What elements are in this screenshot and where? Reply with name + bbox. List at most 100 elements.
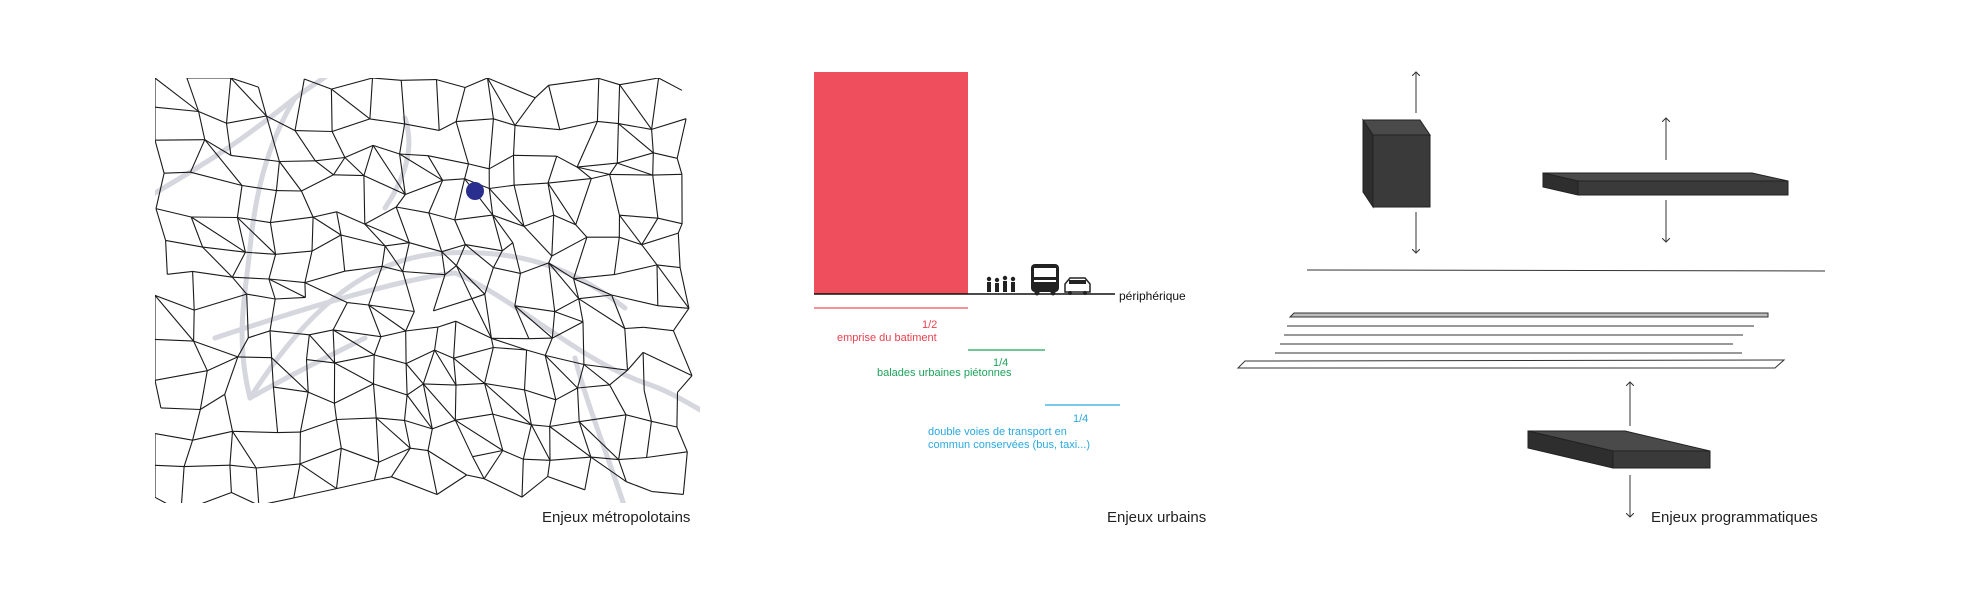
street-segment [530, 424, 551, 461]
street-segment [456, 265, 486, 295]
street-segment [488, 188, 525, 227]
street-segment [378, 447, 411, 463]
street-segment [591, 173, 610, 180]
street-segment [336, 479, 375, 490]
street-segment [278, 161, 302, 192]
street-segment [442, 178, 465, 181]
street-segment [642, 352, 645, 391]
street-segment [181, 466, 185, 503]
street-segment [232, 430, 278, 434]
street-segment [554, 311, 584, 323]
street-segment [524, 389, 556, 401]
street-segment [514, 97, 536, 126]
metropolitan-panel [155, 78, 700, 503]
street-segment [332, 329, 336, 363]
street-segment [402, 271, 415, 312]
street-segment [453, 358, 457, 386]
road-line [212, 270, 458, 341]
street-segment [514, 305, 553, 339]
street-segment [305, 334, 310, 360]
street-segment [395, 206, 410, 243]
walks-share-fraction: 1/4 [993, 357, 1009, 369]
street-segment [616, 123, 619, 164]
street-segment [307, 391, 335, 404]
street-segment [573, 278, 580, 299]
street-segment [198, 110, 227, 124]
street-segment [492, 214, 525, 227]
street-segment [455, 244, 466, 266]
street-segment [336, 417, 377, 421]
street-segment [404, 123, 440, 131]
street-segment [626, 481, 653, 493]
street-segment [441, 244, 466, 253]
street-segment [596, 78, 600, 122]
street-segment [548, 262, 556, 312]
street-segment [553, 214, 576, 226]
street-segment [332, 329, 375, 356]
street-segment [192, 271, 195, 311]
street-segment [344, 265, 383, 272]
street-segment [652, 152, 654, 176]
street-segment [576, 166, 592, 180]
street-segment [676, 158, 683, 175]
street-segment [676, 392, 679, 428]
street-segment [454, 419, 474, 457]
street-segment [372, 78, 402, 81]
street-segment [269, 298, 276, 331]
street-segment [194, 293, 247, 311]
street-segment [444, 265, 457, 276]
street-segment [373, 336, 382, 356]
street-segment [308, 334, 336, 364]
street-segment [656, 264, 659, 306]
street-segment [652, 491, 684, 495]
street-segment [548, 262, 580, 300]
street-segment [465, 244, 494, 269]
street-segment [483, 478, 523, 498]
street-segment [573, 278, 612, 296]
street-segment [294, 130, 316, 162]
street-segment [402, 242, 410, 272]
street-segment [155, 208, 192, 218]
street-network [155, 78, 693, 503]
street-segment [268, 278, 305, 284]
street-segment [618, 459, 627, 482]
street-segment [464, 163, 470, 179]
street-segment [455, 121, 470, 165]
street-segment [547, 183, 555, 216]
street-segment [232, 431, 257, 469]
street-segment [583, 363, 628, 371]
street-segment [372, 383, 377, 418]
street-segment [335, 419, 342, 449]
road-line [572, 355, 626, 503]
street-segment [294, 130, 333, 133]
street-segment [646, 451, 688, 459]
street-segment [190, 216, 204, 248]
street-segment [653, 152, 678, 159]
street-segment [488, 188, 494, 216]
street-segment [657, 217, 683, 225]
street-segment [245, 251, 276, 255]
street-segment [559, 120, 598, 131]
street-segment [611, 294, 658, 307]
street-segment [677, 375, 693, 393]
street-segment [301, 174, 334, 192]
transport-share-label-line1: double voies de transport en [928, 426, 1067, 438]
street-segment [236, 185, 243, 218]
street-segment [672, 307, 690, 332]
street-segment [522, 424, 532, 460]
street-segment [651, 420, 678, 428]
street-segment [269, 190, 277, 223]
street-segment [472, 456, 485, 479]
street-segment [155, 208, 167, 241]
street-segment [577, 162, 618, 168]
street-segment [155, 173, 165, 209]
street-segment [523, 349, 528, 390]
street-segment [241, 184, 277, 192]
street-segment [492, 214, 503, 251]
street-segment [455, 320, 492, 339]
street-segment [225, 78, 232, 124]
street-segment [582, 321, 585, 365]
building-share-fraction: 1/2 [922, 319, 938, 331]
street-segment [441, 251, 457, 267]
street-segment [435, 79, 440, 131]
